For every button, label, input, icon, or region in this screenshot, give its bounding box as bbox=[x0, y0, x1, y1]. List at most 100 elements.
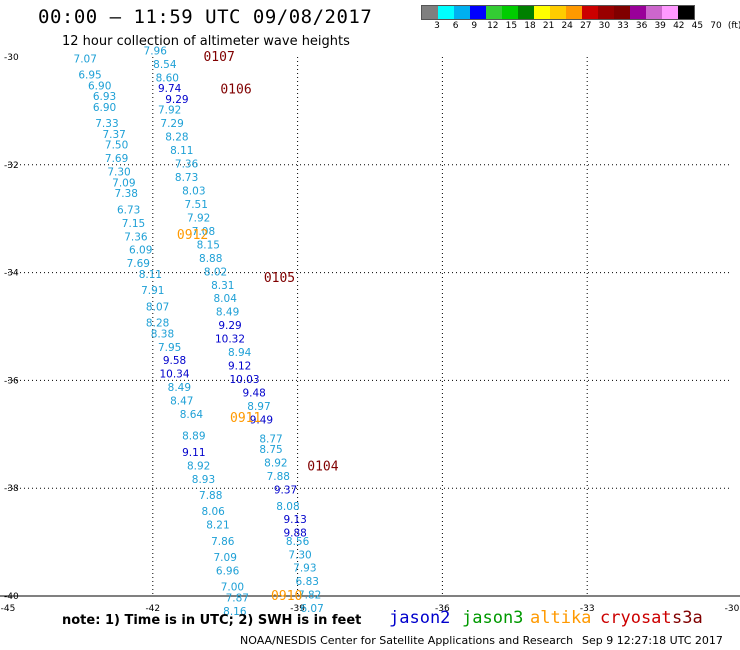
page-subtitle: 12 hour collection of altimeter wave hei… bbox=[62, 34, 350, 49]
wave-height-altika: 7.92 bbox=[187, 212, 210, 224]
wave-height-altika: 7.00 bbox=[221, 582, 244, 594]
wave-height-altika: 7.82 bbox=[298, 590, 321, 602]
color-scale-label: (ft) bbox=[727, 21, 740, 31]
wave-height-altika: 6.93 bbox=[93, 91, 116, 103]
wave-height-altika: 7.91 bbox=[141, 285, 164, 297]
color-scale-swatch bbox=[470, 6, 486, 19]
lon-tick-label: -33 bbox=[580, 604, 595, 614]
pass-time-label: 0910 bbox=[271, 589, 302, 604]
wave-height-altika: 8.64 bbox=[180, 409, 204, 421]
pass-time-labels: 0107 0106 0912 0105 0911 0104 0910 bbox=[177, 50, 339, 604]
wave-height-altika: 7.08 bbox=[192, 226, 215, 238]
wave-height-altika: 7.50 bbox=[105, 140, 128, 152]
color-scale-label: 39 bbox=[654, 21, 666, 31]
lon-tick-label: -39 bbox=[290, 604, 305, 614]
lon-tick-label: -42 bbox=[145, 604, 160, 614]
wave-height-jason2: 9.58 bbox=[163, 355, 186, 367]
lat-tick-label: -38 bbox=[4, 484, 19, 494]
wave-height-points: 7.076.956.906.936.907.337.377.507.697.30… bbox=[74, 45, 324, 618]
wave-height-altika: 7.15 bbox=[122, 218, 145, 230]
wave-height-altika: 7.87 bbox=[226, 592, 249, 604]
wave-height-altika: 8.54 bbox=[153, 59, 177, 71]
color-scale-swatch bbox=[598, 6, 614, 19]
color-scale-swatch bbox=[502, 6, 518, 19]
lat-tick-label: -36 bbox=[4, 376, 19, 386]
pass-time-label: 0912 bbox=[177, 228, 208, 243]
legend-s3a: s3a bbox=[672, 608, 703, 628]
wave-height-altika: 7.51 bbox=[185, 199, 208, 211]
wave-height-altika: 7.86 bbox=[211, 536, 235, 548]
color-scale-label: 27 bbox=[580, 21, 592, 31]
wave-height-altika: 7.33 bbox=[95, 118, 118, 130]
color-scale-label: 15 bbox=[505, 21, 518, 31]
color-scale-label: 30 bbox=[598, 21, 611, 31]
legend-cryosat: cryosat bbox=[600, 608, 672, 628]
color-scale-label: 9 bbox=[471, 21, 478, 31]
wave-height-altika: 8.07 bbox=[146, 301, 169, 313]
lat-tick-label: -32 bbox=[4, 161, 19, 171]
color-scale-label: 18 bbox=[524, 21, 536, 31]
wave-height-altika: 8.97 bbox=[247, 401, 270, 413]
wave-height-altika: 8.21 bbox=[206, 520, 229, 532]
wave-height-altika: 8.28 bbox=[165, 132, 188, 144]
wave-height-altika: 7.38 bbox=[115, 188, 138, 200]
color-scale-swatch bbox=[454, 6, 470, 19]
wave-height-altika: 8.93 bbox=[192, 474, 215, 486]
legend-jason3: jason3 bbox=[462, 608, 524, 628]
color-scale-swatch bbox=[550, 6, 566, 19]
color-scale-swatch bbox=[438, 6, 454, 19]
wave-height-altika: 8.38 bbox=[151, 328, 174, 340]
wave-height-altika: 6.90 bbox=[88, 80, 111, 92]
wave-height-jason2: 9.48 bbox=[242, 388, 265, 400]
wave-height-altika: 8.89 bbox=[182, 431, 205, 443]
wave-height-altika: 7.93 bbox=[293, 563, 316, 575]
wave-height-jason2: 9.13 bbox=[283, 514, 306, 526]
wave-height-altika: 8.47 bbox=[170, 396, 193, 408]
wave-height-altika: 7.36 bbox=[124, 231, 148, 243]
wave-height-altika: 7.09 bbox=[214, 552, 237, 564]
wave-height-altika: 6.07 bbox=[300, 603, 323, 615]
color-scale-label: 21 bbox=[542, 21, 555, 31]
color-scale-label: 45 bbox=[691, 21, 704, 31]
color-scale-label: 6 bbox=[452, 21, 459, 31]
wave-height-altika: 8.75 bbox=[259, 444, 282, 456]
color-scale-swatch bbox=[582, 6, 598, 19]
color-scale-label: 33 bbox=[617, 21, 629, 31]
wave-height-altika: 6.95 bbox=[78, 70, 101, 82]
lon-tick-label: -30 bbox=[725, 604, 740, 614]
lat-tick-label: -34 bbox=[4, 269, 19, 279]
wave-height-altika: 8.11 bbox=[170, 145, 193, 157]
wave-height-altika: 6.09 bbox=[129, 245, 152, 257]
wave-height-altika: 7.37 bbox=[102, 129, 125, 141]
pass-time-label: 0106 bbox=[220, 82, 251, 97]
wave-height-altika: 7.09 bbox=[112, 177, 135, 189]
wave-height-altika: 7.30 bbox=[288, 549, 311, 561]
wave-height-altika: 8.31 bbox=[211, 280, 234, 292]
wave-height-altika: 7.96 bbox=[144, 45, 168, 57]
wave-height-jason2: 10.03 bbox=[229, 374, 259, 386]
color-scale-swatch bbox=[422, 6, 438, 19]
legend-jason2: jason2 bbox=[389, 608, 451, 628]
wave-height-altika: 7.88 bbox=[199, 490, 222, 502]
wave-height-jason2: 9.11 bbox=[182, 447, 205, 459]
color-scale-label: 24 bbox=[561, 21, 573, 31]
lon-tick-label: -45 bbox=[1, 604, 16, 614]
color-scale-swatch bbox=[486, 6, 502, 19]
color-scale-swatch bbox=[614, 6, 630, 19]
wave-height-jason2: 9.49 bbox=[250, 415, 273, 427]
color-scale-swatch bbox=[662, 6, 678, 19]
color-scale-swatch bbox=[566, 6, 582, 19]
pass-time-label: 0105 bbox=[264, 271, 295, 286]
color-scale-label: 12 bbox=[487, 21, 499, 31]
wave-height-altika: 7.07 bbox=[74, 53, 97, 65]
wave-height-altika: 7.69 bbox=[127, 258, 150, 270]
wave-height-jason2: 9.88 bbox=[283, 528, 306, 540]
wave-height-jason2: 9.29 bbox=[218, 320, 241, 332]
wave-height-altika: 8.16 bbox=[223, 606, 247, 618]
wave-height-altika: 8.77 bbox=[259, 433, 282, 445]
wave-height-altika: 8.28 bbox=[146, 318, 169, 330]
page-title: 00:00 – 11:59 UTC 09/08/2017 bbox=[38, 6, 373, 28]
wave-height-altika: 8.06 bbox=[201, 506, 225, 518]
